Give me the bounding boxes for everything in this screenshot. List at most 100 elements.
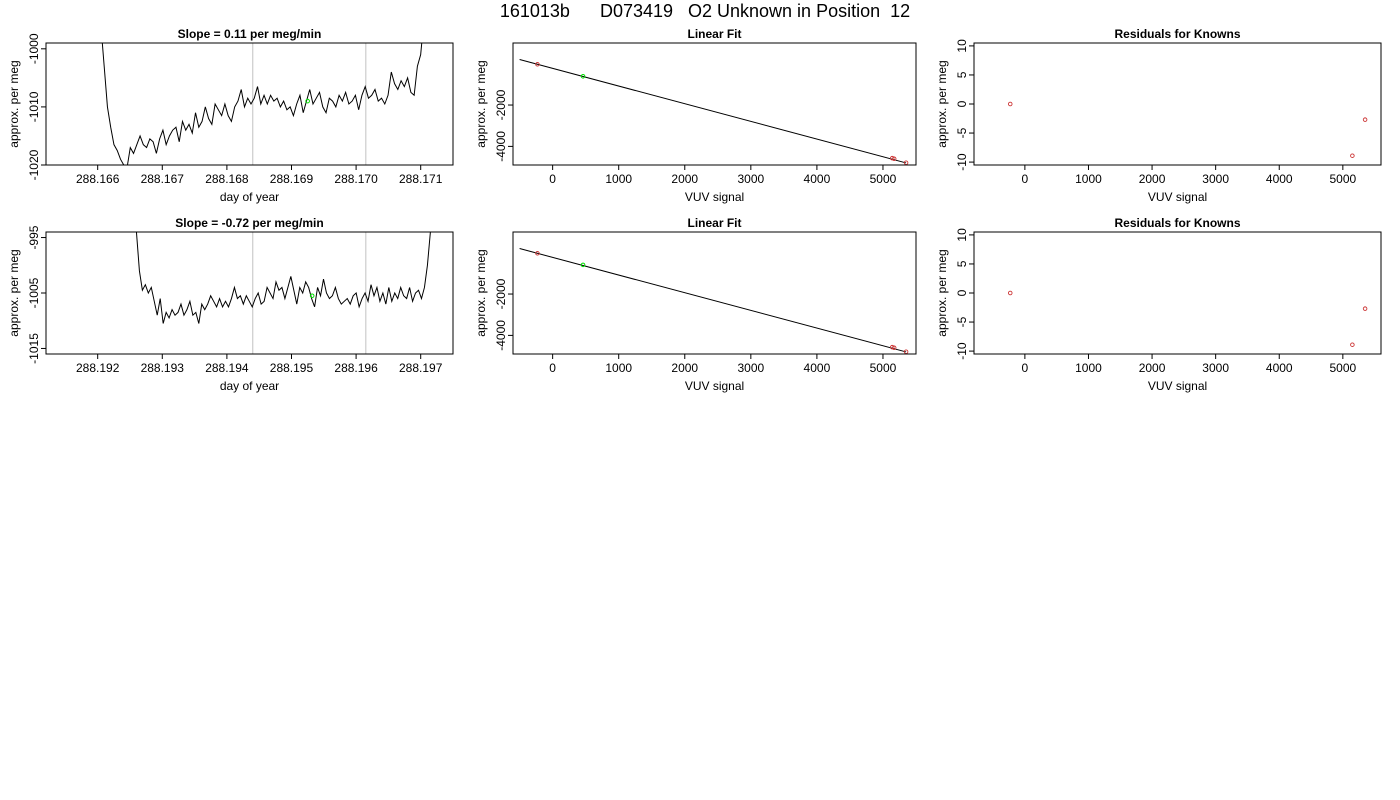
- y-tick-label: -2000: [494, 278, 508, 309]
- x-axis-label: day of year: [220, 379, 279, 393]
- x-tick-label: 1000: [1075, 172, 1102, 186]
- known-point: [535, 62, 540, 67]
- panel-2: Linear Fit 0 1000 2000 3000 4000 5000 -4000 -200…: [474, 27, 917, 204]
- x-tick-label: 288.169: [270, 172, 314, 186]
- x-tick-label: 4000: [804, 361, 831, 375]
- x-axis-label: VUV signal: [685, 379, 744, 393]
- x-axis-label: VUV signal: [1148, 190, 1207, 204]
- fit-line: [519, 59, 907, 164]
- x-tick-label: 288.166: [76, 172, 120, 186]
- x-tick-label: 2000: [1139, 172, 1166, 186]
- x-tick-label: 2000: [671, 361, 698, 375]
- y-tick-label: -1020: [27, 149, 41, 180]
- y-tick-label: -10: [955, 153, 969, 171]
- x-tick-label: 288.195: [270, 361, 314, 375]
- x-tick-label: 1000: [605, 361, 632, 375]
- y-axis-label: approx. per meg: [474, 249, 488, 336]
- y-tick-label: -10: [955, 342, 969, 360]
- unknown-point: [580, 262, 586, 268]
- x-tick-label: 4000: [1266, 361, 1293, 375]
- panel-3: Residuals for Knowns 0 1000 2000 3000 4000 500…: [935, 27, 1382, 204]
- panel-6: Residuals for Knowns 0 1000 2000 3000 4000 500…: [935, 216, 1382, 393]
- y-tick-label: 10: [955, 228, 969, 242]
- x-tick-label: 0: [1022, 172, 1029, 186]
- x-axis-label: VUV signal: [1148, 379, 1207, 393]
- x-tick-label: 288.193: [141, 361, 185, 375]
- y-axis-label: approx. per meg: [7, 60, 21, 147]
- x-tick-label: 5000: [870, 172, 897, 186]
- known-point: [1350, 342, 1355, 347]
- known-point: [1362, 306, 1368, 311]
- y-axis-label: approx. per meg: [935, 249, 949, 336]
- x-tick-label: 1000: [1075, 361, 1102, 375]
- y-tick-label: 10: [955, 39, 969, 53]
- fit-line: [519, 248, 907, 353]
- x-tick-label: 288.197: [399, 361, 443, 375]
- y-tick-label: -4000: [494, 131, 508, 162]
- x-tick-label: 288.167: [141, 172, 185, 186]
- y-tick-label: -1000: [27, 33, 41, 64]
- panel-title: Linear Fit: [687, 27, 741, 41]
- plot-frame: [973, 42, 1382, 166]
- y-tick-label: 0: [955, 100, 969, 107]
- panel-title: Linear Fit: [687, 216, 741, 230]
- y-tick-label: -2000: [494, 89, 508, 120]
- x-tick-label: 288.168: [205, 172, 249, 186]
- x-tick-label: 1000: [605, 172, 632, 186]
- y-tick-label: 0: [955, 289, 969, 296]
- plot-frame: [512, 42, 917, 166]
- x-tick-label: 5000: [1329, 361, 1356, 375]
- panel-1: Slope = 0.11 per meg/min 288.166 288.167 28…: [7, 27, 454, 204]
- known-point: [1362, 117, 1368, 122]
- y-tick-label: -1005: [27, 277, 41, 308]
- y-axis-label: approx. per meg: [935, 60, 949, 147]
- x-axis-label: VUV signal: [685, 190, 744, 204]
- unknown-point: [580, 73, 586, 79]
- known-point: [535, 251, 540, 256]
- x-tick-label: 4000: [804, 172, 831, 186]
- known-point: [889, 155, 895, 161]
- x-tick-label: 5000: [1329, 172, 1356, 186]
- plot-frame: [512, 231, 917, 355]
- x-tick-label: 288.196: [334, 361, 378, 375]
- y-tick-label: -5: [955, 316, 969, 327]
- x-tick-label: 0: [1022, 361, 1029, 375]
- known-point: [889, 344, 895, 350]
- x-tick-label: 288.192: [76, 361, 120, 375]
- panel-title: Residuals for Knowns: [1114, 27, 1240, 41]
- y-tick-label: -1010: [27, 91, 41, 122]
- x-tick-label: 288.171: [399, 172, 443, 186]
- y-axis-label: approx. per meg: [7, 249, 21, 336]
- x-tick-label: 3000: [1202, 172, 1229, 186]
- known-point: [1007, 101, 1013, 107]
- x-tick-label: 3000: [737, 361, 764, 375]
- x-tick-label: 3000: [737, 172, 764, 186]
- data-trace: [101, 43, 423, 165]
- unknown-marker: [305, 98, 310, 104]
- panel-4: Slope = -0.72 per meg/min 288.192 288.193 2…: [7, 216, 454, 393]
- panel-title: Slope = -0.72 per meg/min: [175, 216, 323, 230]
- x-tick-label: 288.194: [205, 361, 249, 375]
- x-tick-label: 0: [549, 361, 556, 375]
- y-tick-label: 5: [955, 71, 969, 78]
- x-tick-label: 288.170: [334, 172, 378, 186]
- panel-title: Residuals for Knowns: [1114, 216, 1240, 230]
- x-axis-label: day of year: [220, 190, 279, 204]
- main-title: 161013b D073419 O2 Unknown in Position 1…: [499, 1, 911, 21]
- data-trace: [135, 232, 431, 324]
- y-tick-label: 5: [955, 260, 969, 267]
- plot-frame: [973, 231, 1382, 355]
- x-tick-label: 2000: [1139, 361, 1166, 375]
- y-tick-label: -4000: [494, 320, 508, 351]
- plot-frame: [45, 231, 454, 355]
- x-tick-label: 3000: [1202, 361, 1229, 375]
- x-tick-label: 5000: [870, 361, 897, 375]
- y-tick-label: -1015: [27, 333, 41, 364]
- panel-5: Linear Fit 0 1000 2000 3000 4000 5000 -4000 -200…: [474, 216, 917, 393]
- known-point: [891, 345, 897, 351]
- x-tick-label: 2000: [671, 172, 698, 186]
- plot-frame: [45, 42, 454, 166]
- y-axis-label: approx. per meg: [474, 60, 488, 147]
